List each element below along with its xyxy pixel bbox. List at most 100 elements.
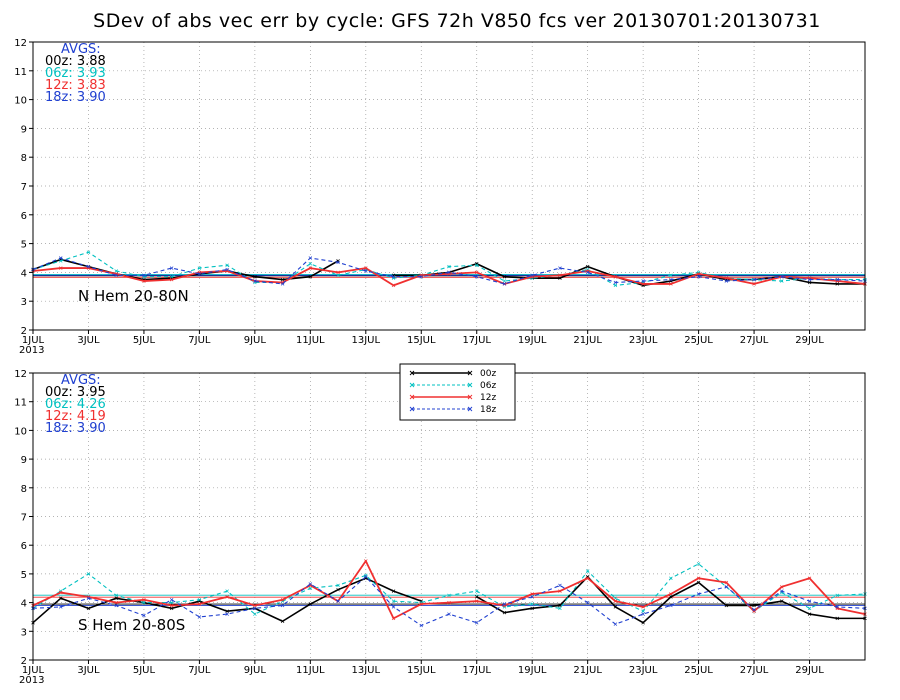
x-tick-label: 11JUL: [296, 665, 325, 676]
y-tick-label: 6: [21, 541, 27, 552]
data-point-00z: [669, 595, 673, 599]
data-point-06z: [474, 263, 479, 267]
y-tick-label: 9: [21, 124, 27, 135]
data-point-18z: [807, 277, 812, 282]
legend-marker-18z: [409, 406, 415, 412]
data-point-18z: [696, 592, 701, 596]
avg-entry-00z: 00z: 3.88: [45, 54, 106, 69]
legend-marker-06z: [409, 382, 415, 388]
data-point-18z: [585, 600, 590, 605]
avg-entry-00z: 00z: 3.95: [45, 385, 106, 400]
data-point-00z: [613, 605, 618, 609]
data-point-18z: [391, 274, 396, 279]
region-label: N Hem 20-80N: [78, 287, 189, 305]
data-point-06z: [308, 586, 313, 590]
data-point-00z: [696, 580, 701, 585]
data-point-12z: [169, 277, 174, 282]
data-point-06z: [835, 593, 840, 598]
data-point-18z: [613, 280, 618, 285]
data-point-00z: [502, 274, 507, 279]
x-tick-label: 23JUL: [629, 665, 658, 676]
x-tick-label: 19JUL: [518, 665, 547, 676]
data-point-06z: [197, 597, 202, 602]
y-tick-label: 5: [21, 570, 27, 581]
data-point-00z: [752, 603, 756, 608]
data-point-12z: [253, 603, 257, 608]
data-point-06z: [530, 602, 534, 606]
data-point-00z: [807, 612, 812, 616]
data-point-18z: [419, 274, 424, 279]
series-00z: [31, 575, 867, 625]
data-point-18z: [225, 267, 229, 272]
legend-marker-00z: [467, 370, 473, 376]
x-tick-label: 1JUL: [22, 335, 45, 346]
data-point-06z: [807, 606, 812, 611]
data-point-18z: [364, 269, 368, 273]
data-point-06z: [780, 279, 784, 283]
data-point-00z: [780, 599, 784, 603]
avg-entry-18z: 18z: 3.90: [45, 90, 106, 105]
data-point-06z: [447, 264, 451, 269]
data-point-00z: [585, 264, 590, 269]
x-tick-label: 7JUL: [188, 335, 211, 346]
chart-title: SDev of abs vec err by cycle: GFS 72h V8…: [93, 10, 821, 32]
avg-entry-12z: 12z: 4.19: [45, 409, 106, 424]
data-point-18z: [86, 264, 91, 269]
data-point-06z: [142, 600, 146, 605]
x-tick-label: 15JUL: [407, 335, 436, 346]
data-point-18z: [114, 603, 118, 608]
data-point-12z: [558, 589, 562, 593]
series-18z: [31, 575, 867, 628]
y-tick-label: 12: [14, 369, 27, 380]
data-point-12z: [114, 600, 118, 605]
data-point-18z: [142, 613, 146, 618]
avg-entry-06z: 06z: 3.93: [45, 66, 106, 81]
data-point-18z: [253, 279, 257, 283]
data-point-12z: [364, 559, 368, 563]
series-06z: [31, 562, 867, 616]
y-tick-label: 12: [14, 38, 27, 49]
avg-entry-12z: 12z: 3.83: [45, 78, 106, 93]
y-tick-label: 2: [21, 656, 27, 667]
x-tick-label: 17JUL: [462, 335, 491, 346]
data-point-12z: [585, 269, 590, 273]
data-point-12z: [780, 585, 784, 589]
data-point-18z: [197, 272, 202, 276]
y-tick-label: 4: [21, 599, 27, 610]
data-point-12z: [86, 595, 91, 599]
data-point-12z: [419, 602, 424, 606]
x-tick-label: 3JUL: [77, 665, 100, 676]
x-tick-label: 25JUL: [684, 665, 713, 676]
data-point-00z: [280, 277, 285, 282]
data-point-18z: [253, 606, 257, 611]
panel-south-hemisphere: 2 3 4 5 6 7 8 9 10 11 12 1JUL 3JUL 5JUL 7JUL 9JUL 11JUL 1…: [14, 363, 867, 686]
x-tick-label: 21JUL: [573, 665, 602, 676]
data-point-18z: [336, 599, 340, 603]
data-point-12z: [391, 283, 396, 288]
y-tick-label: 8: [21, 153, 27, 164]
data-point-12z: [724, 276, 729, 280]
series-12z: [31, 266, 867, 288]
data-point-06z: [391, 599, 396, 603]
legend-label-00z: 00z: [480, 369, 496, 379]
data-point-18z: [613, 622, 618, 626]
x-tick-label: 3JUL: [77, 335, 100, 346]
data-point-00z: [225, 609, 229, 613]
data-point-18z: [752, 277, 756, 282]
avgs-heading: AVGS:: [61, 42, 101, 57]
legend-marker-06z: [467, 382, 473, 388]
data-point-06z: [474, 589, 479, 593]
data-point-18z: [641, 612, 645, 616]
data-point-12z: [530, 274, 534, 279]
data-point-12z: [613, 599, 618, 603]
data-point-00z: [474, 595, 479, 599]
x-tick-label: 17JUL: [462, 665, 491, 676]
data-point-12z: [280, 597, 285, 602]
data-point-12z: [336, 270, 340, 275]
data-point-18z: [447, 612, 451, 616]
data-point-12z: [669, 592, 673, 596]
data-point-18z: [419, 623, 424, 628]
y-tick-label: 7: [21, 513, 27, 524]
series-line-00z: [476, 575, 865, 624]
data-point-18z: [142, 273, 146, 278]
